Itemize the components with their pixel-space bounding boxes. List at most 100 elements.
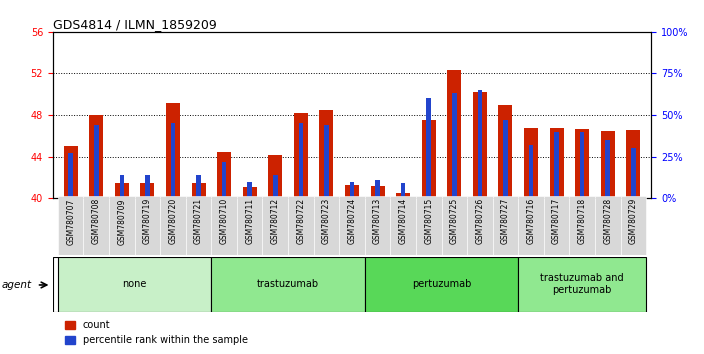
Bar	[140, 183, 154, 198]
Bar	[63, 146, 77, 198]
Text: GSM780720: GSM780720	[168, 198, 177, 245]
Bar	[115, 183, 129, 198]
Text: agent: agent	[1, 280, 32, 290]
Bar	[627, 130, 641, 198]
Bar	[580, 132, 584, 198]
Bar	[477, 90, 482, 198]
Bar	[447, 70, 461, 198]
Bar	[191, 183, 206, 198]
Bar	[222, 162, 227, 198]
Bar	[422, 120, 436, 198]
Legend: count, percentile rank within the sample: count, percentile rank within the sample	[61, 316, 251, 349]
Bar	[427, 98, 431, 198]
Bar	[288, 196, 314, 255]
Text: GSM780715: GSM780715	[425, 198, 433, 245]
Bar	[314, 196, 339, 255]
Bar	[298, 123, 303, 198]
Bar	[350, 182, 354, 198]
Text: GSM780723: GSM780723	[322, 198, 331, 245]
Bar	[170, 123, 175, 198]
Bar	[94, 125, 99, 198]
Bar	[365, 196, 390, 255]
Text: GDS4814 / ILMN_1859209: GDS4814 / ILMN_1859209	[53, 18, 217, 31]
Bar	[247, 182, 252, 198]
Bar	[524, 127, 538, 198]
Bar	[58, 196, 84, 255]
Bar	[370, 186, 384, 198]
Text: GSM780721: GSM780721	[194, 198, 203, 244]
Bar	[211, 257, 365, 312]
Bar	[498, 105, 513, 198]
Bar	[396, 193, 410, 198]
Bar	[518, 257, 646, 312]
Bar	[620, 196, 646, 255]
Bar	[473, 92, 487, 198]
Bar	[58, 257, 211, 312]
Bar	[452, 93, 457, 198]
Bar	[109, 196, 134, 255]
Bar	[503, 120, 508, 198]
Text: GSM780725: GSM780725	[450, 198, 459, 245]
Bar	[416, 196, 441, 255]
Bar	[518, 196, 543, 255]
Text: GSM780719: GSM780719	[143, 198, 152, 245]
Text: GSM780718: GSM780718	[578, 198, 586, 244]
Bar	[631, 148, 636, 198]
Bar	[243, 187, 257, 198]
Text: GSM780724: GSM780724	[348, 198, 356, 245]
Text: GSM780714: GSM780714	[398, 198, 408, 245]
Bar	[89, 115, 103, 198]
Bar	[570, 196, 595, 255]
Bar	[166, 103, 180, 198]
Bar	[273, 175, 277, 198]
Text: GSM780726: GSM780726	[475, 198, 484, 245]
Bar	[196, 175, 201, 198]
Bar	[601, 131, 615, 198]
Bar	[467, 196, 493, 255]
Text: GSM780712: GSM780712	[271, 198, 279, 244]
Text: GSM780729: GSM780729	[629, 198, 638, 245]
Bar	[237, 196, 263, 255]
Text: GSM780708: GSM780708	[92, 198, 101, 245]
Bar	[211, 196, 237, 255]
Text: GSM780711: GSM780711	[245, 198, 254, 244]
Bar	[493, 196, 518, 255]
Bar	[134, 196, 161, 255]
Bar	[595, 196, 620, 255]
Text: GSM780728: GSM780728	[603, 198, 612, 244]
Bar	[375, 180, 380, 198]
Bar	[365, 257, 518, 312]
Text: GSM780716: GSM780716	[527, 198, 536, 245]
Bar	[263, 196, 288, 255]
Bar	[186, 196, 211, 255]
Bar	[390, 196, 416, 255]
Bar	[401, 183, 406, 198]
Text: GSM780713: GSM780713	[373, 198, 382, 245]
Text: GSM780717: GSM780717	[552, 198, 561, 245]
Bar	[120, 175, 124, 198]
Bar	[68, 153, 73, 198]
Text: GSM780727: GSM780727	[501, 198, 510, 245]
Text: GSM780709: GSM780709	[118, 198, 126, 245]
Bar	[345, 185, 359, 198]
Text: trastuzumab: trastuzumab	[257, 279, 319, 289]
Bar	[320, 110, 334, 198]
Text: trastuzumab and
pertuzumab: trastuzumab and pertuzumab	[541, 273, 624, 295]
Bar	[294, 113, 308, 198]
Text: GSM780722: GSM780722	[296, 198, 306, 244]
Bar	[217, 153, 231, 198]
Bar	[543, 196, 570, 255]
Bar	[339, 196, 365, 255]
Bar	[550, 127, 564, 198]
Bar	[84, 196, 109, 255]
Bar	[605, 140, 610, 198]
Bar	[145, 175, 150, 198]
Text: GSM780710: GSM780710	[220, 198, 229, 245]
Bar	[554, 132, 559, 198]
Text: GSM780707: GSM780707	[66, 198, 75, 245]
Bar	[441, 196, 467, 255]
Bar	[529, 145, 534, 198]
Text: none: none	[122, 279, 147, 289]
Bar	[161, 196, 186, 255]
Text: pertuzumab: pertuzumab	[412, 279, 471, 289]
